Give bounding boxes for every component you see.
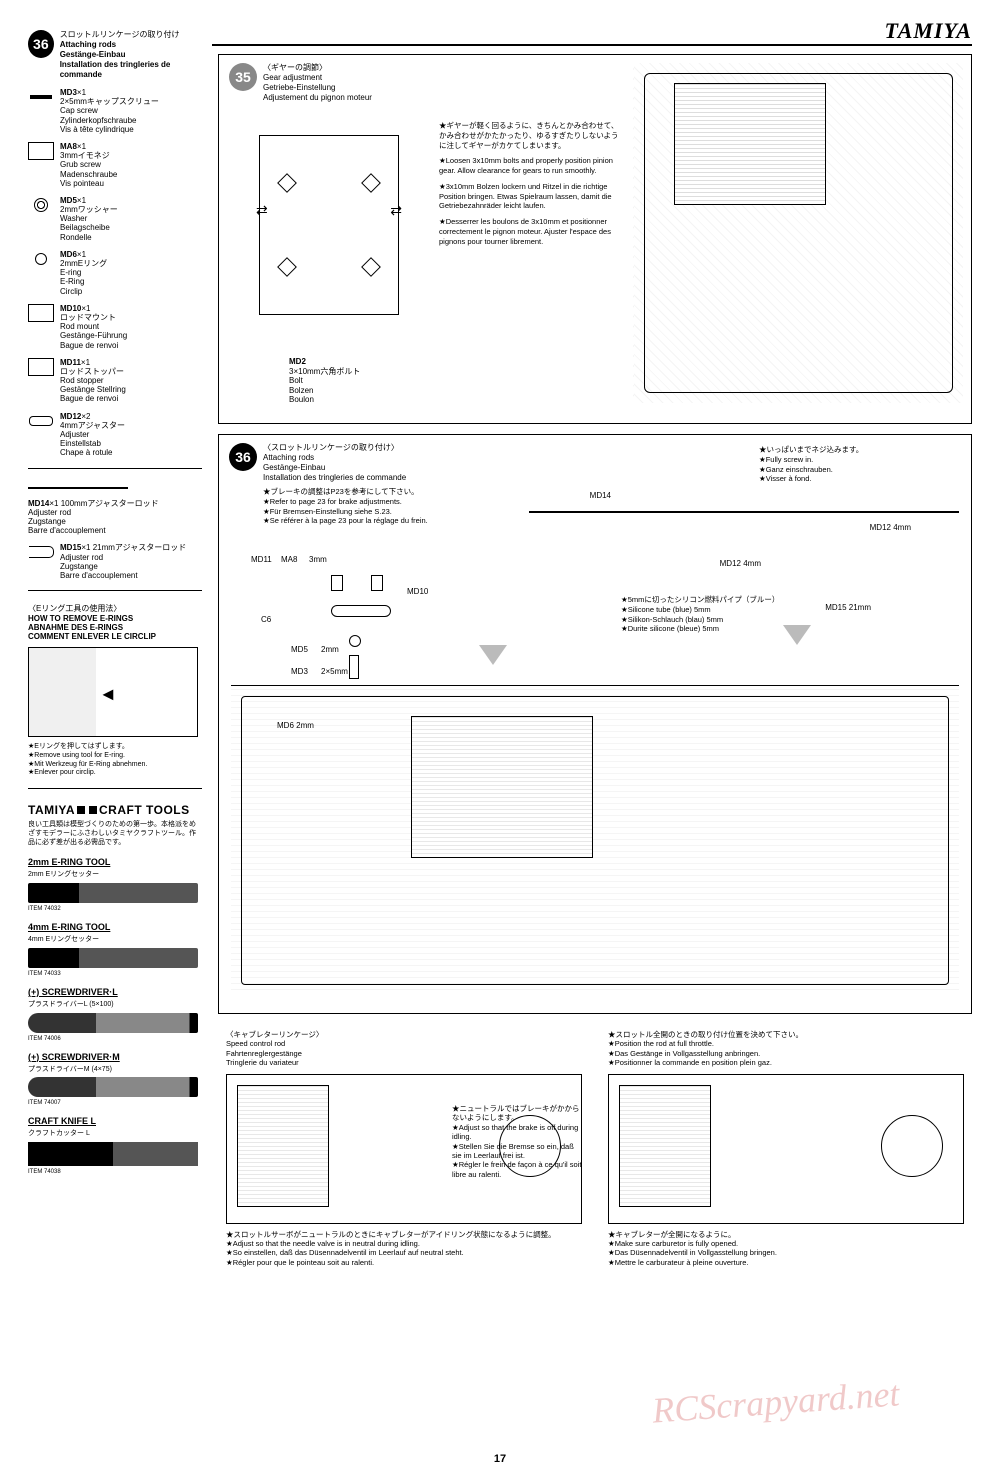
part-icon (28, 142, 54, 160)
panel-35-text: ★ギヤーが軽く回るように、きちんとかみ合わせて、かみ合わせがかたかったり、ゆるす… (439, 115, 619, 246)
gear-diagram: ⇄ ⇄ MD2 3×10mm六角ボルト Bolt Bolzen Boulon (229, 135, 429, 365)
tools-heading: TAMIYACRAFT TOOLS (28, 803, 202, 817)
bottom-left-panel: 〈キャブレターリンケージ〉 Speed control rod Fahrtenr… (218, 1024, 590, 1324)
part-icon (28, 358, 54, 376)
part-icon (28, 88, 54, 106)
step-36-badge-main: 36 (229, 443, 257, 471)
rod-line (529, 511, 959, 513)
tool-image (28, 883, 198, 903)
tool-image (28, 1013, 198, 1033)
step-36-jp: スロットルリンケージの取り付け (60, 30, 202, 40)
engine-sketch (633, 63, 963, 403)
step-36-badge: 36 (28, 30, 54, 58)
divider (28, 788, 202, 789)
part-icon (28, 250, 54, 268)
tool-2mm-ering: 2mm E-RING TOOL2mm EリングセッターITEM 74032 (28, 857, 202, 912)
part-icon (28, 543, 54, 561)
step-35-badge: 35 (229, 63, 257, 91)
page-number: 17 (494, 1453, 506, 1465)
tool-screwdriver-l: (+) SCREWDRIVER·LプラスドライバーL (5×100)ITEM 7… (28, 987, 202, 1042)
part-md10: MD10×1ロッドマウントRod mountGestänge-FührungBa… (60, 304, 127, 350)
part-md14: MD14×1 100mmアジャスターロッドAdjuster rodZugstan… (28, 499, 202, 536)
step-36-title: スロットルリンケージの取り付け Attaching rods Gestänge-… (60, 30, 202, 80)
part-icon (28, 479, 128, 497)
panel-36-note: ★ブレーキの調整はP23を参考にして下さい。 ★Refer to page 23… (263, 487, 961, 526)
top-rule (212, 44, 972, 46)
divider (28, 590, 202, 591)
brand-logo: TAMIYA (884, 18, 972, 44)
panel-36-screwnote: ★いっぱいまでネジ込みます。 ★Fully screw in. ★Ganz ei… (759, 445, 959, 484)
chassis-sketch (231, 685, 959, 995)
step-36-de: Gestänge-Einbau (60, 50, 126, 59)
part-md11: MD11×1ロッドストッパーRod stopperGestänge Stellr… (60, 358, 126, 404)
md2-callout: MD2 3×10mm六角ボルト Bolt Bolzen Boulon (289, 357, 360, 405)
tool-image (28, 1077, 198, 1097)
label-md12: MD12 4mm (870, 523, 911, 532)
tool-screwdriver-m: (+) SCREWDRIVER·MプラスドライバーM (4×75)ITEM 74… (28, 1052, 202, 1107)
foot-note: ★スロットルサーボがニュートラルのときにキャブレターがアイドリング状態になるよう… (226, 1230, 582, 1268)
foot-note: ★キャブレターが全開になるように。 ★Make sure carburetor … (608, 1230, 964, 1268)
part-md6: MD6×12mmEリングE-ringE-RingCirclip (60, 250, 107, 296)
part-md3: MD3×12×5mmキャップスクリューCap screwZylinderkopf… (60, 88, 159, 134)
tool-image (28, 948, 198, 968)
label-md14: MD14 (590, 491, 611, 500)
bottom-right-panel: ★スロットル全開のときの取り付け位置を決めて下さい。 ★Position the… (600, 1024, 972, 1324)
step-36-fr: Installation des tringleries de commande (60, 60, 171, 79)
tool-4mm-ering: 4mm E-RING TOOL4mm EリングセッターITEM 74033 (28, 922, 202, 977)
mid-note: ★ニュートラルではブレーキがかからないようにします。 ★Adjust so th… (452, 1104, 582, 1179)
label-md15: MD15 21mm (825, 603, 871, 612)
parts-list: MD3×12×5mmキャップスクリューCap screwZylinderkopf… (28, 88, 202, 580)
label-md6: MD6 2mm (277, 721, 314, 730)
step-36-en: Attaching rods (60, 40, 116, 49)
panel-35: 35 〈ギヤーの調節〉 Gear adjustment Getriebe-Ein… (218, 54, 972, 424)
panel-36: 36 〈スロットルリンケージの取り付け〉 Attaching rods Gest… (218, 434, 972, 1014)
tool-image (28, 1142, 198, 1166)
part-icon (28, 304, 54, 322)
tool-craft-knife: CRAFT KNIFE Lクラフトカッター LITEM 74038 (28, 1116, 202, 1175)
tools-intro: 良い工具類は模型づくりのための第一歩。本格派をめざすモデラーにふさわしいタミヤク… (28, 821, 202, 847)
part-md15: MD15×1 21mmアジャスターロッドAdjuster rodZugstang… (60, 543, 186, 580)
part-icon (28, 412, 54, 430)
arrow-icon (479, 645, 507, 665)
carburetor-sketch (608, 1074, 964, 1224)
step-36-title-main: 〈スロットルリンケージの取り付け〉 Attaching rods Gestäng… (263, 443, 406, 483)
step-35-title: 〈ギヤーの調節〉 Gear adjustment Getriebe-Einste… (263, 63, 372, 103)
arrow-icon (783, 625, 811, 645)
part-md12: MD12×24mmアジャスターAdjusterEinstellstabChape… (60, 412, 125, 458)
part-md5: MD5×12mmワッシャーWasherBeilagscheibeRondelle (60, 196, 118, 242)
part-ma8: MA8×13mmイモネジGrub screwMadenschraubeVis p… (60, 142, 117, 188)
ering-note: ★Eリングを押してはずします。 ★Remove using tool for E… (28, 743, 202, 778)
part-icon (28, 196, 54, 214)
label-md12b: MD12 4mm (720, 559, 761, 568)
ering-diagram (28, 647, 198, 737)
divider (28, 468, 202, 469)
ering-heading: 〈Eリング工具の使用法〉 HOW TO REMOVE E-RINGS ABNAH… (28, 603, 202, 641)
